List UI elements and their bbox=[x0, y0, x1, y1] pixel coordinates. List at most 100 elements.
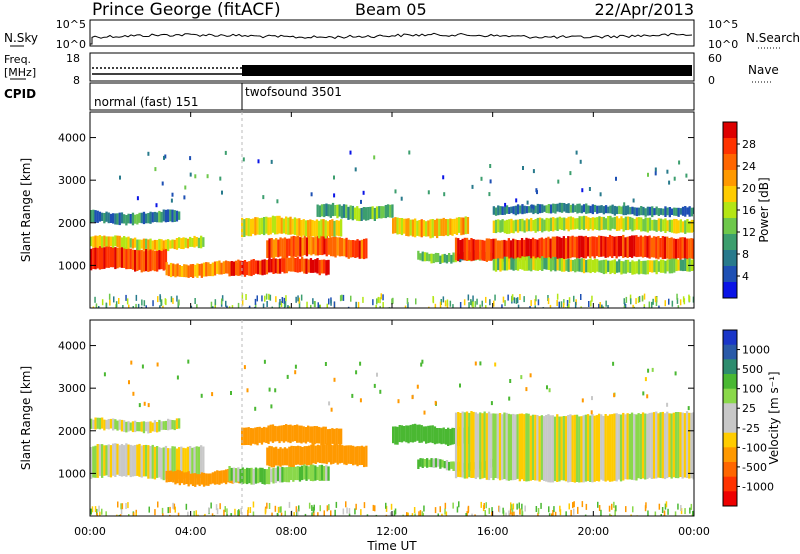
heat-band-8 bbox=[464, 216, 467, 235]
heat-band-5 bbox=[280, 425, 283, 442]
heat-band-8 bbox=[670, 413, 673, 479]
heat-band-0 bbox=[123, 247, 126, 268]
heat-band-3 bbox=[323, 466, 326, 481]
heat-band-10 bbox=[575, 236, 579, 260]
heat-band-12 bbox=[659, 208, 663, 215]
heat-band-12 bbox=[560, 202, 564, 213]
heat-band-2 bbox=[196, 474, 199, 485]
heat-band-7 bbox=[426, 458, 429, 468]
noise-speckle bbox=[480, 501, 482, 508]
heat-band-13 bbox=[684, 258, 687, 271]
ytick-label: 3000 bbox=[58, 174, 86, 187]
heat-band-5 bbox=[282, 425, 286, 443]
heat-band-2 bbox=[175, 210, 179, 222]
heat-band-1 bbox=[118, 419, 121, 430]
noise-speckle bbox=[306, 301, 308, 308]
heat-band-13 bbox=[574, 259, 577, 273]
noise-speckle bbox=[256, 295, 258, 302]
heat-band-10 bbox=[564, 238, 568, 259]
heat-band-0 bbox=[147, 445, 150, 479]
heat-band-3 bbox=[257, 468, 260, 484]
colorbar-tick-label: 20 bbox=[742, 182, 756, 195]
heat-band-1 bbox=[120, 237, 124, 248]
heat-band-2 bbox=[103, 213, 106, 224]
heat-band-1 bbox=[164, 420, 168, 430]
heat-band-10 bbox=[674, 238, 678, 260]
heat-band-12 bbox=[655, 206, 658, 215]
noise-speckle bbox=[115, 301, 118, 308]
heat-band-10 bbox=[540, 237, 543, 261]
heat-band-8 bbox=[516, 414, 519, 479]
power-ylabel: Slant Range [km] bbox=[19, 158, 33, 262]
noise-speckle bbox=[274, 505, 277, 512]
heat-band-4 bbox=[281, 257, 284, 272]
noise-speckle bbox=[313, 504, 315, 511]
heat-band-12 bbox=[622, 205, 625, 216]
heat-band-11 bbox=[637, 217, 641, 230]
heat-band-12 bbox=[673, 207, 676, 216]
heat-band-2 bbox=[216, 470, 219, 485]
heat-band-4 bbox=[285, 256, 288, 274]
noise-speckle bbox=[548, 506, 550, 513]
heat-band-2 bbox=[167, 209, 170, 222]
heat-band-1 bbox=[98, 235, 102, 246]
heat-band-10 bbox=[468, 239, 471, 260]
noise-speckle bbox=[537, 299, 540, 306]
sparse-echo bbox=[184, 185, 187, 190]
heat-band-12 bbox=[563, 203, 566, 212]
noise-speckle bbox=[135, 512, 137, 516]
heat-band-8 bbox=[492, 413, 495, 481]
heat-band-3 bbox=[169, 262, 173, 278]
noise-speckle bbox=[311, 512, 313, 516]
noise-speckle bbox=[630, 298, 632, 305]
freq-label: Freq. bbox=[4, 53, 31, 66]
noise-panel: N.Sky 10^5 10^0 10^5 10^0 N.Search bbox=[4, 18, 800, 51]
noise-speckle bbox=[159, 294, 161, 301]
colorbar-tick-label: -1000 bbox=[742, 480, 774, 493]
heat-band-13 bbox=[576, 257, 579, 272]
heat-band-6 bbox=[400, 425, 404, 443]
heat-band-10 bbox=[542, 238, 546, 259]
noise-speckle bbox=[317, 302, 319, 308]
heat-band-13 bbox=[521, 256, 524, 270]
noise-speckle bbox=[441, 513, 443, 516]
heat-band-7 bbox=[452, 461, 455, 471]
heat-band-6 bbox=[335, 220, 338, 236]
sparse-echo bbox=[324, 362, 327, 366]
heat-band-11 bbox=[523, 220, 526, 233]
sparse-echo bbox=[522, 166, 524, 170]
heat-band-8 bbox=[405, 218, 408, 236]
xtick-label: 16:00 bbox=[477, 525, 509, 538]
heat-band-10 bbox=[483, 240, 486, 261]
heat-band-4 bbox=[230, 261, 233, 276]
heat-band-12 bbox=[519, 205, 522, 214]
heat-band-1 bbox=[105, 419, 108, 429]
heat-band-11 bbox=[510, 218, 513, 233]
heat-band-6 bbox=[265, 216, 268, 234]
sparse-echo bbox=[442, 175, 445, 180]
heat-band-8 bbox=[433, 219, 437, 237]
noise-speckle bbox=[598, 303, 600, 308]
heat-band-12 bbox=[514, 205, 517, 216]
date-title: 22/Apr/2013 bbox=[594, 0, 694, 19]
heat-band-0 bbox=[136, 248, 139, 271]
heat-band-4 bbox=[254, 260, 258, 274]
heat-band-5 bbox=[313, 426, 316, 445]
noise-speckle bbox=[230, 513, 232, 516]
heat-band-8 bbox=[635, 414, 638, 481]
noise-speckle bbox=[248, 305, 251, 308]
noise-speckle bbox=[547, 298, 550, 305]
heat-band-2 bbox=[202, 472, 206, 487]
heat-band-1 bbox=[167, 239, 170, 252]
heat-band-7 bbox=[389, 204, 392, 218]
heat-band-6 bbox=[278, 215, 281, 234]
heat-band-9 bbox=[419, 253, 422, 261]
heat-band-8 bbox=[474, 412, 477, 479]
sparse-echo bbox=[141, 364, 144, 369]
noise-speckle bbox=[485, 296, 487, 303]
heat-band-11 bbox=[560, 217, 564, 230]
heat-band-1 bbox=[147, 239, 150, 251]
heat-band-5 bbox=[291, 425, 294, 442]
